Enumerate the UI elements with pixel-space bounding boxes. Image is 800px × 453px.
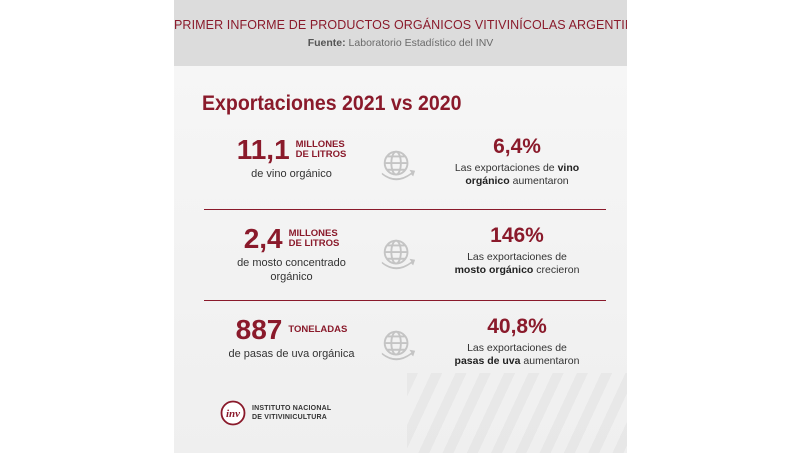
infographic-card: PRIMER INFORME DE PRODUCTOS ORGÁNICOS VI… (174, 0, 627, 453)
stat-value: 887 (235, 314, 283, 345)
stat-value: 2,4 (243, 223, 283, 254)
stat-row: 11,1 MILLONES DE LITROS de vino orgánico … (174, 136, 627, 216)
stat-percentage: 6,4% (493, 135, 541, 158)
stat-value: 11,1 (236, 134, 290, 165)
stat-description: de mosto concentrado orgánico (237, 257, 346, 283)
stat-description: de vino orgánico (251, 168, 332, 180)
stat-description: de pasas de uva orgánica (228, 348, 355, 360)
stat-row: 2,4 MILLONES DE LITROS de mosto concentra… (174, 225, 627, 305)
inv-logo-mark: inv (226, 408, 240, 420)
stat-right: 6,4% Las exportaciones de vino orgánico a… (442, 136, 592, 188)
header-source: Fuente: Laboratorio Estadístico del INV (174, 37, 627, 49)
stat-unit: MILLONES DE LITROS (288, 227, 340, 249)
decorative-stripes (407, 373, 627, 453)
stat-left: 2,4 MILLONES DE LITROS de mosto concentra… (204, 225, 379, 285)
header-title: PRIMER INFORME DE PRODUCTOS ORGÁNICOS VI… (174, 18, 627, 32)
stat-change-description: Las exportaciones de mosto orgánico creci… (454, 251, 580, 277)
stat-unit: MILLONES DE LITROS (295, 138, 347, 160)
row-divider (204, 209, 606, 210)
stat-right: 40,8% Las exportaciones de pasas de uva a… (442, 316, 592, 368)
stat-percentage: 40,8% (487, 315, 547, 338)
row-divider (204, 300, 606, 301)
globe-arrow-icon (381, 239, 416, 270)
header-band: PRIMER INFORME DE PRODUCTOS ORGÁNICOS VI… (174, 0, 627, 66)
stat-left: 887 TONELADAS de pasas de uva orgánica (204, 316, 379, 362)
inv-logo-icon: inv (220, 400, 246, 426)
source-text: Laboratorio Estadístico del INV (348, 37, 494, 49)
globe-arrow-icon (381, 150, 416, 181)
stat-change-description: Las exportaciones de vino orgánico aument… (454, 162, 580, 188)
stat-change-description: Las exportaciones de pasas de uva aumenta… (454, 342, 580, 368)
source-label: Fuente: (307, 37, 346, 49)
logo-text: INSTITUTO NACIONAL DE VITIVINICULTURA (252, 405, 332, 422)
stat-row: 887 TONELADAS de pasas de uva orgánica 4… (174, 316, 627, 396)
stat-unit: TONELADAS (288, 323, 348, 335)
stat-left: 11,1 MILLONES DE LITROS de vino orgánico (204, 136, 379, 182)
section-title: Exportaciones 2021 vs 2020 (202, 92, 462, 115)
stat-right: 146% Las exportaciones de mosto orgánico … (442, 225, 592, 277)
stat-percentage: 146% (490, 224, 544, 247)
globe-arrow-icon (381, 330, 416, 361)
